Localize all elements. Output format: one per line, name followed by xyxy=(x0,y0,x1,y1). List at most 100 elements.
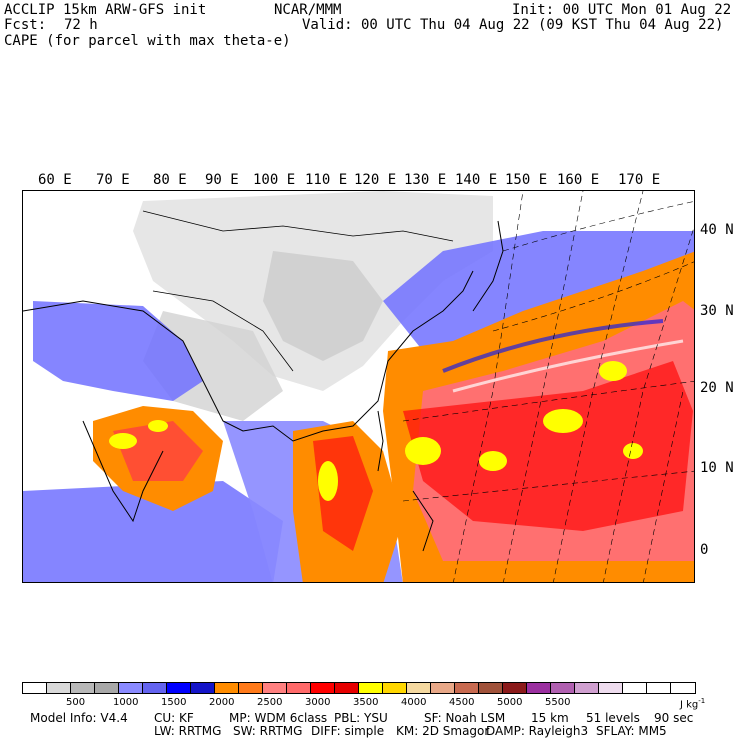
lat-label: 20 N xyxy=(700,380,734,396)
cape-blue-region xyxy=(383,231,694,351)
colorbar-swatch xyxy=(239,683,263,693)
colorbar-tick: 500 xyxy=(66,697,86,708)
field-title: CAPE (for parcel with max theta-e) xyxy=(4,33,291,49)
colorbar-swatch xyxy=(335,683,359,693)
footer-dt: 90 sec xyxy=(654,711,694,725)
colorbar-swatch xyxy=(407,683,431,693)
colorbar-swatch xyxy=(167,683,191,693)
colorbar-swatch xyxy=(215,683,239,693)
colorbar-swatch xyxy=(455,683,479,693)
coastline xyxy=(412,490,434,552)
colorbar-tick: 1500 xyxy=(161,697,187,708)
colorbar-swatch xyxy=(575,683,599,693)
colorbar-tick: 4000 xyxy=(401,697,427,708)
colorbar-swatch xyxy=(287,683,311,693)
lat-label: 10 N xyxy=(700,460,734,476)
colorbar-tick: 3000 xyxy=(305,697,331,708)
colorbar-swatch xyxy=(71,683,95,693)
footer-diff: DIFF: simple xyxy=(311,724,385,738)
cape-yellow-spot xyxy=(479,451,507,471)
colorbar-swatch xyxy=(599,683,623,693)
colorbar-swatch xyxy=(359,683,383,693)
lon-label: 80 E xyxy=(153,172,187,188)
colorbar-swatch xyxy=(383,683,407,693)
coastline xyxy=(377,410,384,472)
footer-cu: CU: KF xyxy=(154,711,194,725)
colorbar-swatch xyxy=(47,683,71,693)
lon-label: 120 E xyxy=(354,172,397,188)
cape-blue-streak xyxy=(442,319,664,373)
colorbar-swatch xyxy=(119,683,143,693)
footer-sflay: SFLAY: MM5 xyxy=(596,724,667,738)
colorbar xyxy=(22,682,696,694)
lon-label: 60 E xyxy=(38,172,72,188)
cape-red-region xyxy=(403,361,693,531)
init-time: Init: 00 UTC Mon 01 Aug 22 xyxy=(512,2,732,18)
footer-sw: SW: RRTMG xyxy=(233,724,303,738)
colorbar-swatch xyxy=(479,683,503,693)
cape-yellow-spot xyxy=(599,361,627,381)
colorbar-swatch xyxy=(647,683,671,693)
fcst-label: Fcst: xyxy=(4,17,47,33)
valid-time: Valid: 00 UTC Thu 04 Aug 22 (09 KST Thu … xyxy=(302,17,724,33)
footer-mp: MP: WDM 6class xyxy=(229,711,328,725)
lon-label: 90 E xyxy=(205,172,239,188)
cape-yellow-spot xyxy=(543,409,583,433)
lon-label: 70 E xyxy=(96,172,130,188)
model-title: ACCLIP 15km ARW-GFS init xyxy=(4,2,207,18)
footer-pbl: PBL: YSU xyxy=(334,711,388,725)
footer-model-info: Model Info: V4.4 xyxy=(30,711,128,725)
country-border xyxy=(152,290,294,372)
colorbar-swatch xyxy=(23,683,47,693)
colorbar-tick: 4500 xyxy=(449,697,475,708)
footer-damp: DAMP: Rayleigh3 xyxy=(486,724,589,738)
colorbar-tick: 1000 xyxy=(113,697,139,708)
footer-lw: LW: RRTMG xyxy=(154,724,222,738)
country-border xyxy=(142,210,454,242)
colorbar-swatch xyxy=(191,683,215,693)
colorbar-swatch xyxy=(311,683,335,693)
cape-map xyxy=(22,190,695,583)
footer-levels: 51 levels xyxy=(586,711,640,725)
lon-label: 130 E xyxy=(404,172,447,188)
cape-blue-streak xyxy=(452,339,684,393)
latlon-grid xyxy=(402,191,694,582)
coastline xyxy=(82,420,164,523)
colorbar-swatch xyxy=(263,683,287,693)
lat-label: 40 N xyxy=(700,222,734,238)
colorbar-tick: 5500 xyxy=(545,697,571,708)
colorbar-swatch xyxy=(95,683,119,693)
colorbar-swatch xyxy=(431,683,455,693)
org-label: NCAR/MMM xyxy=(274,2,342,18)
coastline xyxy=(23,270,474,442)
colorbar-swatch xyxy=(143,683,167,693)
colorbar-swatch xyxy=(551,683,575,693)
colorbar-swatch xyxy=(623,683,647,693)
lon-label: 110 E xyxy=(305,172,348,188)
lon-label: 140 E xyxy=(455,172,498,188)
cape-red-region xyxy=(113,421,203,481)
colorbar-tick: 3500 xyxy=(353,697,379,708)
coastline xyxy=(472,220,504,312)
land-gray-region xyxy=(263,251,383,361)
footer-res: 15 km xyxy=(531,711,569,725)
colorbar-swatch xyxy=(503,683,527,693)
cape-field-svg xyxy=(23,191,694,582)
cape-yellow-spot xyxy=(405,437,441,465)
lon-label: 170 E xyxy=(618,172,661,188)
footer-sf: SF: Noah LSM xyxy=(424,711,506,725)
lon-label: 100 E xyxy=(253,172,296,188)
colorbar-tick: 5000 xyxy=(497,697,523,708)
lon-label: 160 E xyxy=(557,172,600,188)
fcst-value: 72 h xyxy=(64,17,98,33)
colorbar-tick: 2000 xyxy=(209,697,235,708)
cape-yellow-spot xyxy=(623,443,643,459)
colorbar-swatch xyxy=(527,683,551,693)
colorbar-swatch xyxy=(671,683,695,693)
cape-yellow-spot xyxy=(318,461,338,501)
cape-yellow-spot xyxy=(148,420,168,432)
cape-blue-region xyxy=(33,301,203,401)
cape-yellow-spot xyxy=(109,433,137,449)
colorbar-unit: J kg-1 xyxy=(680,697,706,711)
lon-label: 150 E xyxy=(505,172,548,188)
